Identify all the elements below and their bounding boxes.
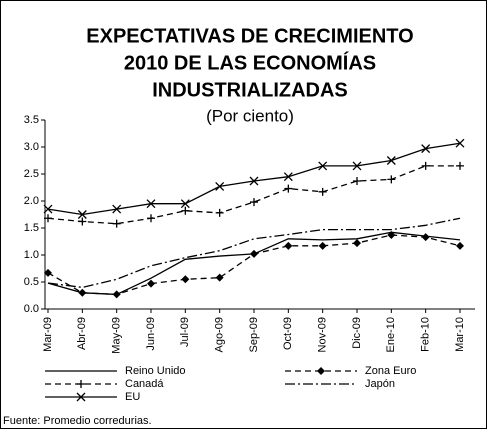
legend-label: Zona Euro [365, 365, 416, 377]
chart-subtitle: (Por ciento) [206, 106, 294, 125]
marker [352, 161, 362, 171]
series-line [47, 217, 461, 289]
marker [78, 217, 87, 226]
x-tick-label: Oct-09 [282, 317, 294, 350]
x-tick-label: Feb-10 [420, 317, 432, 352]
marker [455, 138, 465, 148]
marker [77, 210, 87, 219]
x-tick-label: Ene-10 [385, 317, 397, 352]
marker [456, 241, 464, 250]
source: Fuente: Promedio corredurias. [3, 415, 152, 427]
x-tick-label: Jul-09 [179, 317, 191, 347]
marker [44, 214, 52, 223]
marker [421, 161, 430, 170]
y-tick-label: 0.5 [24, 276, 39, 288]
marker [44, 268, 52, 277]
y-tick-label: 3.5 [24, 114, 39, 126]
marker [284, 184, 293, 193]
marker [181, 275, 190, 284]
marker [112, 219, 121, 228]
marker [456, 161, 464, 170]
marker [250, 249, 258, 258]
x-tick-label: Dic-09 [351, 317, 363, 349]
x-tick-label: Abr-09 [76, 317, 88, 350]
y-tick-label: 1.0 [24, 249, 39, 261]
y-tick-label: 1.5 [24, 222, 39, 234]
marker [181, 206, 190, 215]
marker [77, 380, 85, 388]
marker [180, 199, 190, 209]
marker [112, 204, 122, 214]
marker [78, 288, 87, 297]
y-tick-label: 3.0 [24, 141, 39, 153]
chart-title: 2010 DE LAS ECONOMÍAS [124, 51, 376, 74]
marker [215, 208, 224, 217]
legend-label: Reino Unido [125, 365, 186, 377]
x-tick-label: Nov-09 [317, 317, 329, 352]
marker [146, 199, 156, 209]
marker [387, 231, 396, 240]
chart-title: INDUSTRIALIZADAS [152, 79, 348, 101]
marker [283, 172, 293, 182]
marker [43, 204, 53, 214]
marker [249, 176, 259, 186]
x-tick-label: Mar-10 [454, 317, 466, 352]
x-tick-label: Mar-09 [42, 317, 54, 352]
marker [317, 367, 325, 375]
marker [318, 187, 327, 196]
marker [215, 181, 225, 191]
x-tick-label: May-09 [111, 317, 123, 354]
x-tick-label: Ago-09 [214, 317, 226, 352]
marker [112, 290, 121, 299]
chart-title: EXPECTATIVAS DE CRECIMIENTO [86, 25, 413, 47]
marker [318, 241, 327, 250]
marker [76, 392, 86, 402]
y-tick-label: 0.0 [24, 303, 39, 315]
marker [387, 175, 396, 184]
marker [386, 156, 396, 165]
y-tick-label: 2.0 [24, 195, 39, 207]
marker [284, 241, 293, 250]
marker [421, 233, 430, 242]
marker [353, 239, 361, 248]
legend-label: Canadá [125, 378, 164, 390]
marker [318, 161, 328, 171]
y-tick-label: 2.5 [24, 168, 39, 180]
legend-label: Japón [365, 378, 395, 390]
marker [215, 273, 224, 282]
marker [147, 279, 155, 288]
x-tick-label: Sep-09 [248, 317, 260, 352]
x-tick-label: Jun-09 [145, 317, 157, 351]
marker [421, 144, 431, 154]
marker [353, 177, 361, 186]
marker [250, 198, 258, 207]
marker [147, 214, 155, 223]
legend-label: EU [125, 391, 140, 403]
